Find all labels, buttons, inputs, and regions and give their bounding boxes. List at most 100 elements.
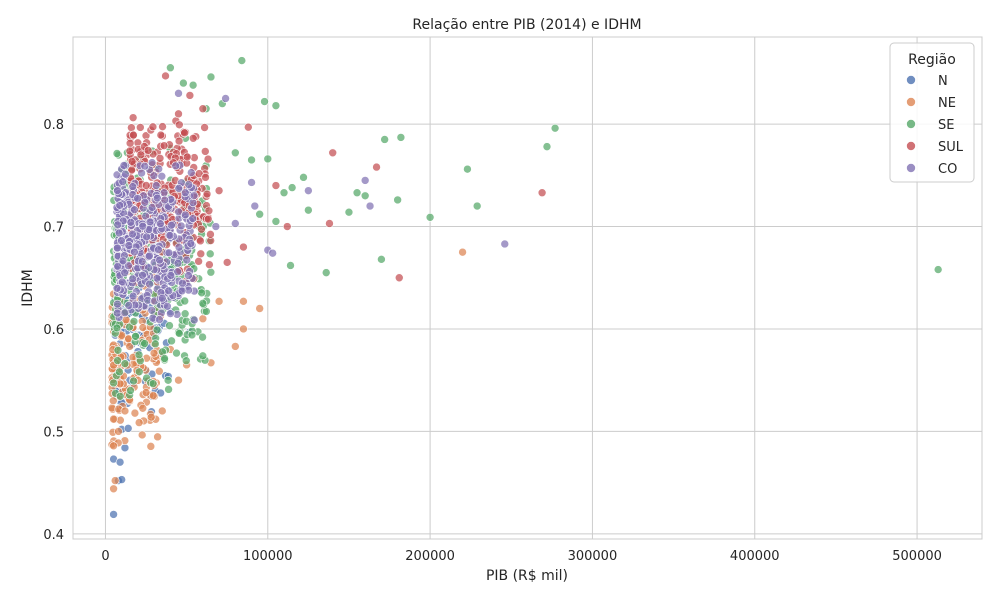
data-point — [114, 427, 123, 436]
data-point — [167, 336, 176, 346]
y-tick-label: 0.5 — [43, 425, 64, 440]
data-point — [147, 305, 157, 315]
data-point — [128, 113, 138, 122]
data-point — [140, 339, 149, 348]
data-point — [196, 236, 205, 246]
data-point — [130, 408, 140, 418]
data-point — [137, 430, 147, 440]
data-point — [109, 510, 118, 519]
data-point — [148, 122, 158, 132]
data-point — [196, 249, 206, 259]
data-point — [263, 154, 273, 164]
data-point — [214, 186, 224, 195]
data-point — [304, 186, 313, 195]
data-point — [125, 138, 135, 148]
data-point — [113, 356, 122, 365]
data-point — [188, 214, 198, 223]
data-point — [129, 130, 138, 140]
data-point — [198, 314, 208, 324]
data-point — [271, 181, 281, 190]
grid-lines — [73, 37, 982, 539]
legend: Região N NE SE SUL CO — [889, 42, 975, 183]
data-point — [180, 309, 190, 319]
data-point — [138, 403, 148, 413]
data-point — [542, 142, 552, 151]
data-point — [129, 317, 139, 326]
legend-marker — [906, 163, 916, 173]
data-point — [126, 386, 135, 395]
data-point — [194, 257, 203, 266]
legend-label: SE — [938, 118, 954, 133]
data-point — [231, 219, 240, 228]
data-point — [304, 205, 313, 215]
data-point — [458, 247, 467, 257]
data-point — [125, 322, 134, 332]
data-point — [365, 201, 375, 211]
data-point — [201, 173, 210, 182]
data-point — [114, 228, 124, 238]
data-point — [174, 184, 184, 193]
data-point — [203, 214, 213, 224]
data-point — [128, 182, 138, 191]
data-point — [537, 188, 547, 198]
data-point — [360, 176, 370, 185]
data-point — [115, 367, 124, 377]
data-point — [325, 219, 334, 228]
data-point — [377, 255, 386, 264]
data-point — [130, 205, 139, 215]
data-point — [134, 418, 144, 427]
data-point — [149, 348, 159, 358]
y-tick-label: 0.6 — [43, 323, 64, 338]
data-point — [244, 122, 253, 132]
data-point — [299, 173, 308, 182]
data-point — [181, 356, 191, 366]
data-point — [146, 412, 156, 422]
data-point — [198, 299, 208, 308]
data-point — [188, 133, 198, 143]
data-point — [206, 267, 216, 277]
data-point — [160, 354, 169, 363]
data-point — [157, 406, 167, 416]
legend-marker — [906, 97, 916, 107]
data-point — [159, 141, 169, 150]
data-point — [198, 332, 207, 342]
data-point — [120, 406, 130, 416]
data-point — [164, 286, 173, 296]
data-point — [222, 258, 232, 267]
data-point — [184, 271, 193, 280]
data-point — [172, 348, 181, 358]
data-point — [109, 484, 118, 494]
data-point — [109, 414, 118, 424]
data-point — [112, 149, 122, 158]
data-point — [173, 258, 183, 268]
data-point — [171, 161, 181, 171]
data-point — [214, 297, 224, 306]
data-point — [113, 220, 123, 230]
legend-items: N NE SE SUL CO — [906, 74, 964, 177]
data-point — [151, 181, 161, 190]
data-point — [134, 350, 144, 360]
data-point — [110, 476, 120, 485]
x-tick-label: 100000 — [243, 549, 293, 564]
x-axis-label: PIB (R$ mil) — [486, 568, 568, 584]
data-point — [127, 123, 136, 132]
data-point — [197, 288, 206, 298]
data-point — [165, 321, 174, 330]
data-point — [250, 201, 260, 211]
data-point — [231, 148, 240, 158]
data-point — [120, 359, 130, 368]
data-point — [115, 391, 125, 401]
data-point — [321, 268, 331, 277]
data-point — [197, 224, 206, 234]
data-point — [165, 231, 175, 240]
data-point — [156, 219, 165, 229]
data-point — [128, 291, 138, 301]
data-point — [204, 206, 214, 216]
data-point — [247, 155, 256, 165]
data-point — [120, 443, 130, 453]
chart-title: Relação entre PIB (2014) e IDHM — [412, 17, 641, 33]
data-point — [113, 308, 122, 318]
data-point — [155, 315, 164, 324]
data-point — [260, 97, 269, 106]
data-point — [174, 375, 183, 385]
